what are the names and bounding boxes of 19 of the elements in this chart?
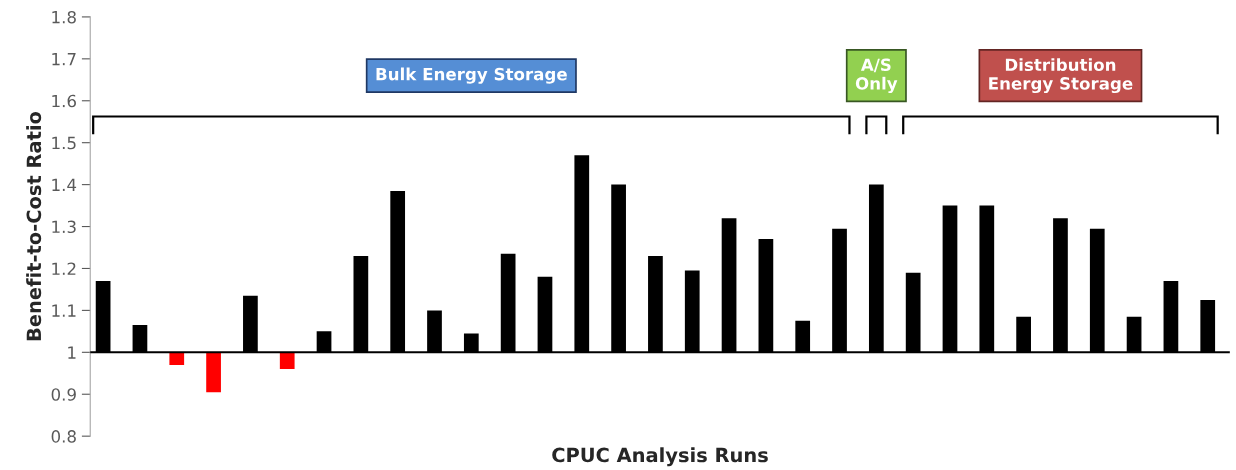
bar <box>169 352 185 365</box>
y-tick-label: 1.6 <box>52 94 76 108</box>
bar <box>206 352 221 393</box>
bar <box>279 352 295 370</box>
y-axis-title: Benefit-to-Cost Ratio <box>26 111 42 341</box>
y-tick-label: 1 <box>68 346 76 359</box>
y-tick-label: 1.4 <box>52 178 77 191</box>
y-tick-label: 1.7 <box>52 53 76 66</box>
y-tick-label: 1.2 <box>52 262 76 275</box>
y-tick-label: 0.8 <box>51 430 76 443</box>
y-tick-label: 1.8 <box>52 10 76 24</box>
y-tick-label: 0.9 <box>51 388 76 401</box>
y-tick-label: 1.3 <box>52 220 76 234</box>
y-tick-label: 1.1 <box>52 304 76 317</box>
y-tick-label: 1.5 <box>52 136 76 150</box>
annotation: A/S Only <box>855 58 898 94</box>
x-axis-title: CPUC Analysis Runs <box>552 447 768 467</box>
annotation: Distribution Energy Storage <box>989 58 1133 94</box>
annotation: Bulk Energy Storage <box>376 67 567 84</box>
